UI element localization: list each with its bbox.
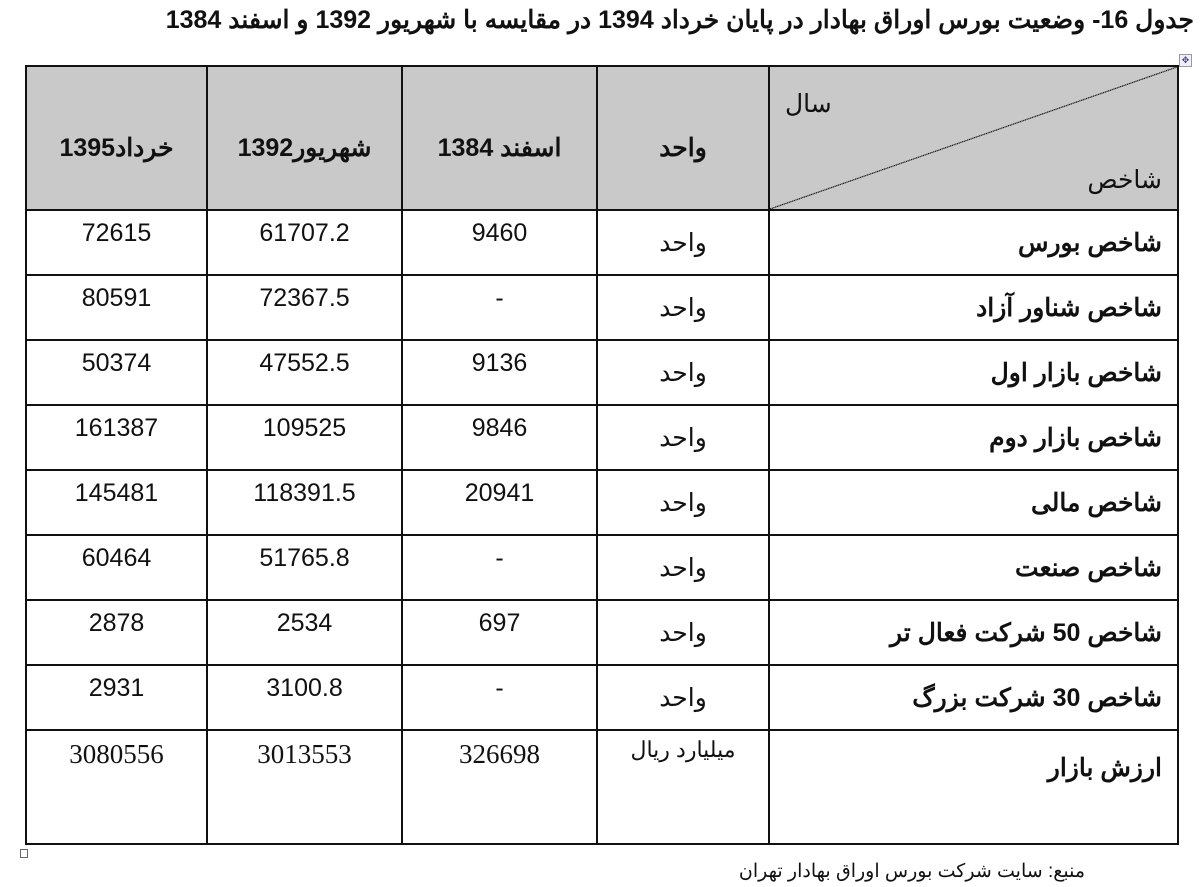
value-1392: 2534 (206, 599, 403, 666)
row-label: شاخص بازار اول (768, 339, 1179, 406)
value-1395: 80591 (25, 274, 208, 341)
row-label: شاخص بورس (768, 209, 1179, 276)
value-1395: 60464 (25, 534, 208, 601)
row-unit: واحد (596, 664, 770, 731)
value-1392: 47552.5 (206, 339, 403, 406)
value-1384: 9846 (401, 404, 598, 471)
value-1392: 118391.5 (206, 469, 403, 536)
row-label: شاخص بازار دوم (768, 404, 1179, 471)
row-unit: واحد (596, 339, 770, 406)
table-row: شاخص مالی واحد 20941 118391.5 145481 (25, 469, 1179, 536)
row-label: شاخص شناور آزاد (768, 274, 1179, 341)
value-1384: 9460 (401, 209, 598, 276)
value-1392: 51765.8 (206, 534, 403, 601)
value-1392: 3013553 (206, 729, 403, 845)
table-row: ارزش بازار میلیارد ریال 326698 3013553 30805… (25, 729, 1179, 845)
row-label: شاخص صنعت (768, 534, 1179, 601)
value-1384: 697 (401, 599, 598, 666)
value-1395: 3080556 (25, 729, 208, 845)
row-unit: واحد (596, 274, 770, 341)
row-unit: واحد (596, 404, 770, 471)
value-1395: 145481 (25, 469, 208, 536)
value-1392: 3100.8 (206, 664, 403, 731)
table-row: شاخص بازار دوم واحد 9846 109525 161387 (25, 404, 1179, 471)
row-unit: میلیارد ریال (596, 729, 770, 845)
header-unit: واحد (596, 65, 770, 211)
row-label: شاخص 30 شرکت بزرگ (768, 664, 1179, 731)
row-label: ارزش بازار (768, 729, 1179, 845)
table-row: شاخص صنعت واحد -51765.8 60464 (25, 534, 1179, 601)
row-end-marker (20, 849, 28, 858)
value-1384: 9136 (401, 339, 598, 406)
value-1384: - (401, 664, 598, 731)
value-1392: 61707.2 (206, 209, 403, 276)
value-1395: 2931 (25, 664, 208, 731)
value-1395: 50374 (25, 339, 208, 406)
source-note: منبع: سایت شرکت بورس اوراق بهادار تهران (738, 861, 1085, 882)
value-1384: - (401, 274, 598, 341)
value-1395: 161387 (25, 404, 208, 471)
header-1395: خرداد1395 (25, 65, 208, 211)
table-row: شاخص بازار اول واحد 9136 47552.5 50374 (25, 339, 1179, 406)
year-label: سال (785, 90, 832, 118)
value-1392: 109525 (206, 404, 403, 471)
value-1392: 72367.5 (206, 274, 403, 341)
diagonal-line (770, 67, 1177, 209)
header-diagonal-cell: سال شاخص (768, 65, 1179, 211)
row-unit: واحد (596, 469, 770, 536)
table-handle-row: ✥ (0, 36, 1200, 67)
header-row: سال شاخص واحد اسفند 1384 شهریور1392 خردا… (25, 65, 1179, 211)
row-unit: واحد (596, 599, 770, 666)
table-move-handle-icon[interactable]: ✥ (1179, 54, 1192, 67)
header-1392: شهریور1392 (206, 65, 403, 211)
value-1384: - (401, 534, 598, 601)
table-row: شاخص 30 شرکت بزرگ واحد -3100.8 2931 (25, 664, 1179, 731)
table-row: شاخص بورس واحد 9460 61707.2 72615 (25, 209, 1179, 276)
table-row: شاخص شناور آزاد واحد -72367.5 80591 (25, 274, 1179, 341)
table-row: شاخص 50 شرکت فعال تر واحد 697 2534 2878 (25, 599, 1179, 666)
value-1395: 2878 (25, 599, 208, 666)
index-label: شاخص (1087, 166, 1162, 194)
value-1395: 72615 (25, 209, 208, 276)
row-label: شاخص مالی (768, 469, 1179, 536)
row-unit: واحد (596, 209, 770, 276)
row-label: شاخص 50 شرکت فعال تر (768, 599, 1179, 666)
header-1384: اسفند 1384 (401, 65, 598, 211)
table-caption: جدول 16- وضعیت بورس اوراق بهادار در پایا… (165, 6, 1194, 34)
row-unit: واحد (596, 534, 770, 601)
value-1384: 20941 (401, 469, 598, 536)
stock-exchange-table: سال شاخص واحد اسفند 1384 شهریور1392 خردا… (25, 65, 1179, 845)
value-1384: 326698 (401, 729, 598, 845)
